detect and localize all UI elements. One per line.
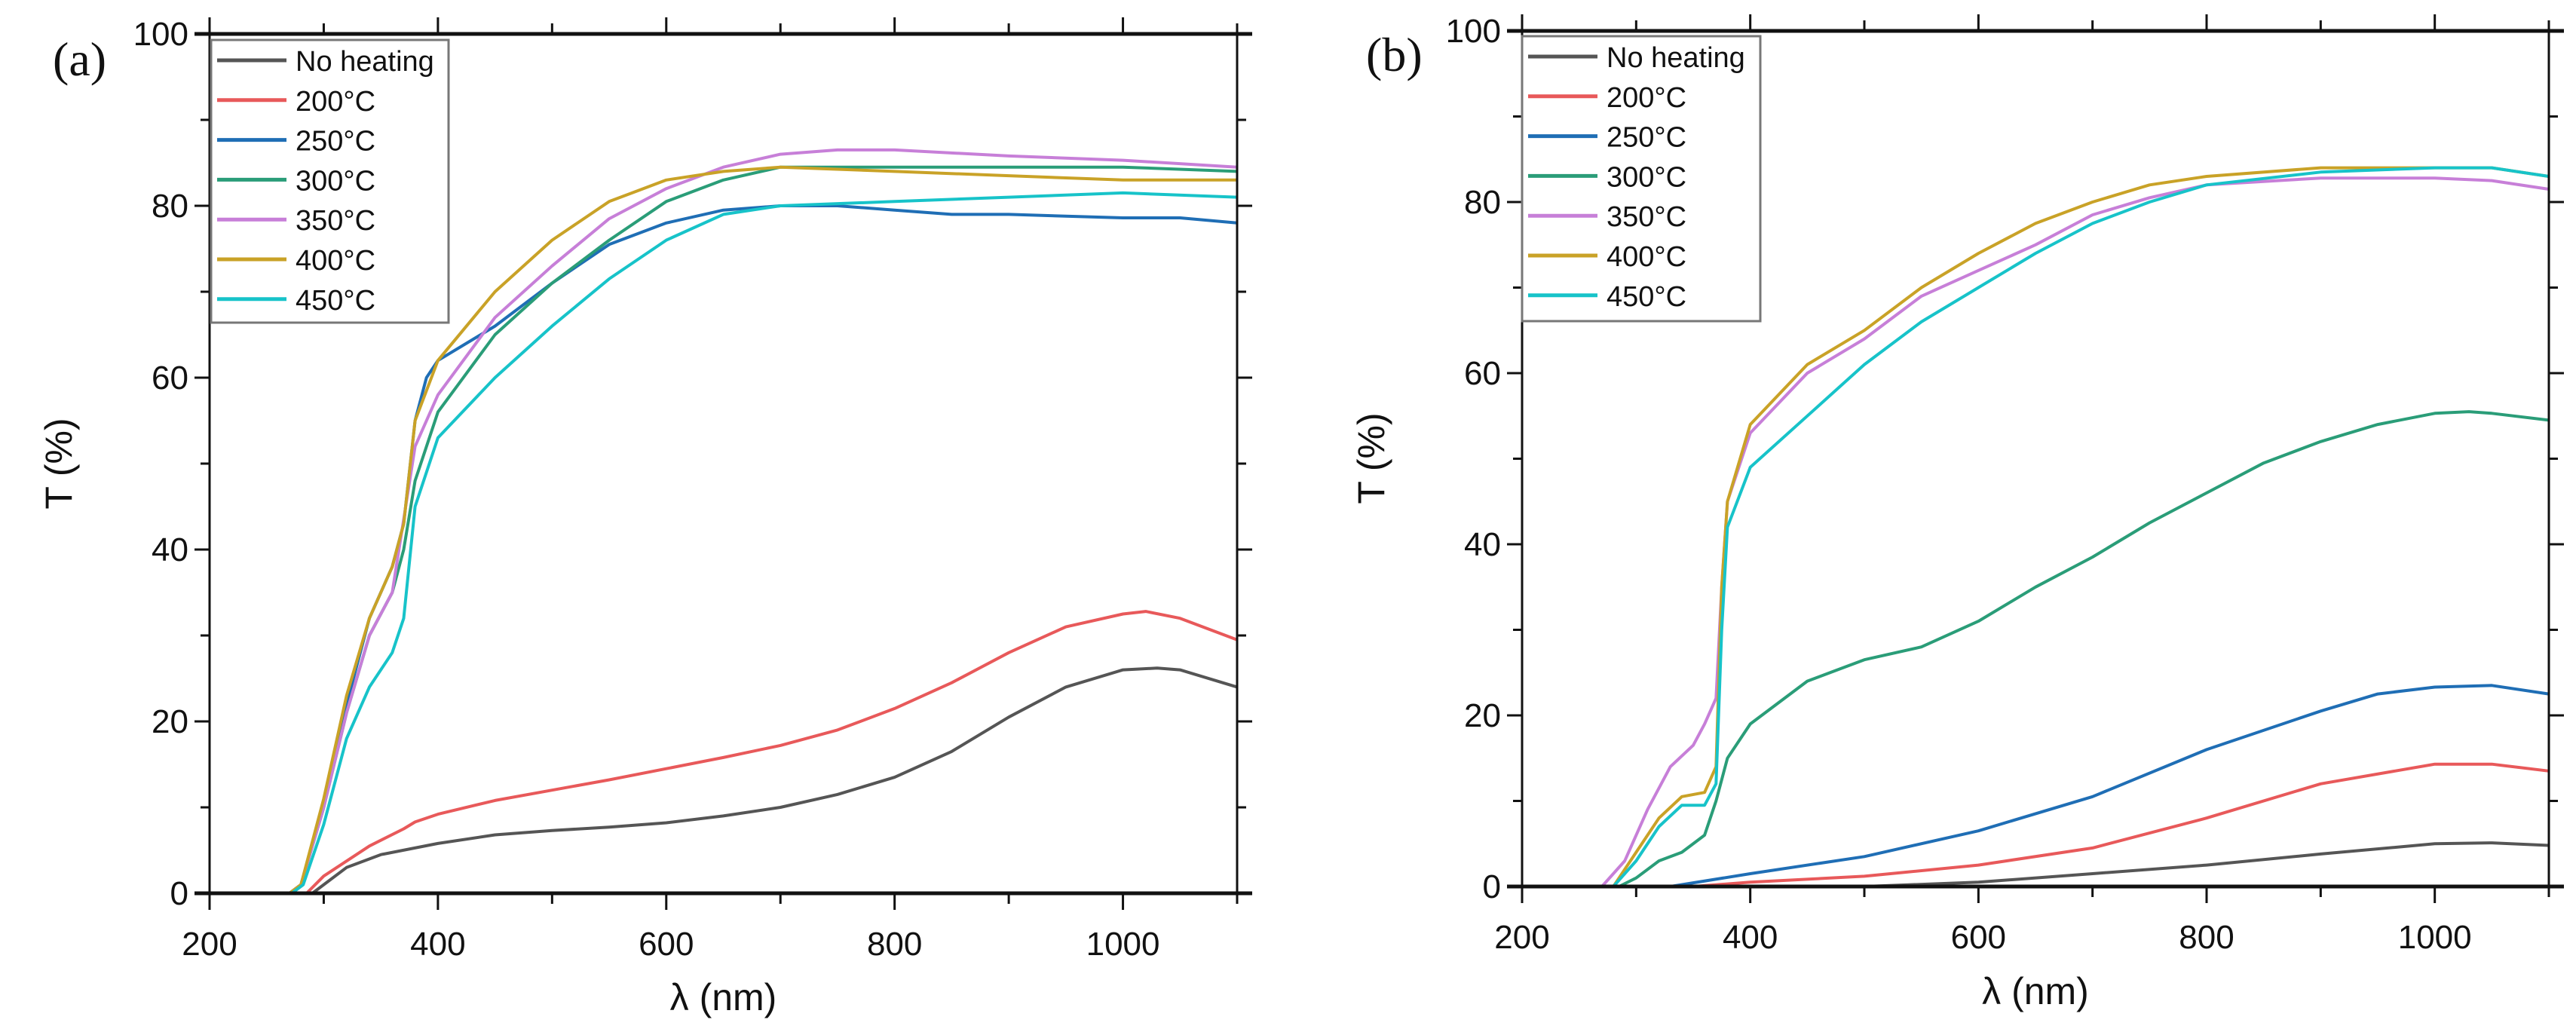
legend: No heating 200°C 250°C 300°C 350°C 400°C 450°C (1521, 35, 1762, 323)
legend-label: 350°C (296, 205, 375, 237)
y-tick-label: 60 (152, 360, 188, 397)
legend-label: 200°C (1607, 82, 1686, 114)
x-tick-label: 400 (410, 926, 465, 963)
y-tick-label: 20 (152, 703, 188, 740)
x-tick-label: 1000 (2398, 919, 2472, 956)
legend-label: 250°C (296, 126, 375, 158)
legend-label: 450°C (296, 285, 375, 317)
y-tick-label: 100 (1446, 13, 1501, 50)
y-axis-label: T (%) (1350, 412, 1392, 504)
y-tick-label: 0 (170, 875, 188, 912)
series-group (210, 148, 1238, 895)
series-line-200-c (1522, 762, 2550, 888)
legend-label: 400°C (1607, 241, 1686, 273)
legend-label: No heating (296, 46, 434, 78)
x-tick-label: 400 (1723, 919, 1778, 956)
x-tick-label: 200 (1494, 919, 1549, 956)
legend-label: 250°C (1607, 122, 1686, 154)
panel-label: (a) (53, 32, 106, 86)
panel-a: 200 400 600 800 1000 0 20 40 60 80 100 λ (nm) T (%) (… (38, 16, 1252, 1018)
y-tick-label: 20 (1464, 697, 1501, 734)
x-axis-label: λ (nm) (1982, 970, 2089, 1012)
legend-box (1521, 35, 1762, 323)
y-tick-label: 40 (1464, 526, 1501, 563)
series-line-no-heating (210, 666, 1238, 895)
legend-label: 200°C (296, 86, 375, 118)
x-tick-label: 1000 (1086, 926, 1160, 963)
legend-label: 450°C (1607, 281, 1686, 313)
legend: No heating 200°C 250°C 300°C 350°C 400°C 450°C (210, 38, 450, 324)
y-tick-label: 100 (133, 16, 188, 53)
y-tick-label: 80 (152, 188, 188, 225)
x-tick-label: 800 (2179, 919, 2234, 956)
series-line-450-c (1522, 166, 2550, 888)
series-line-400-c (1522, 166, 2550, 888)
y-tick-label: 60 (1464, 355, 1501, 392)
y-tick-label: 0 (1483, 868, 1501, 905)
legend-label: 400°C (296, 245, 375, 277)
series-line-250-c (1522, 684, 2550, 888)
legend-label: 300°C (1607, 161, 1686, 193)
x-tick-label: 200 (182, 926, 237, 963)
panel-label: (b) (1366, 28, 1423, 81)
x-tick-label: 600 (1951, 919, 2006, 956)
panel-b: 200 400 600 800 1000 0 20 40 60 80 100 λ (nm) T (%) (… (1350, 13, 2564, 1012)
legend-label: 350°C (1607, 201, 1686, 233)
legend-label: No heating (1607, 42, 1745, 74)
series-line-300-c (1522, 410, 2550, 888)
series-line-200-c (210, 610, 1238, 895)
x-axis-label: λ (nm) (670, 976, 777, 1018)
series-line-350-c (1522, 176, 2550, 888)
series-line-no-heating (1522, 841, 2550, 888)
series-line-350-c (210, 148, 1238, 895)
x-tick-label: 600 (639, 926, 694, 963)
legend-label: 300°C (296, 165, 375, 197)
x-tick-label: 800 (867, 926, 922, 963)
series-line-400-c (210, 165, 1237, 895)
series-line-450-c (210, 191, 1238, 895)
y-tick-label: 80 (1464, 184, 1501, 221)
y-axis-label: T (%) (38, 418, 80, 509)
y-tick-label: 40 (152, 531, 188, 568)
